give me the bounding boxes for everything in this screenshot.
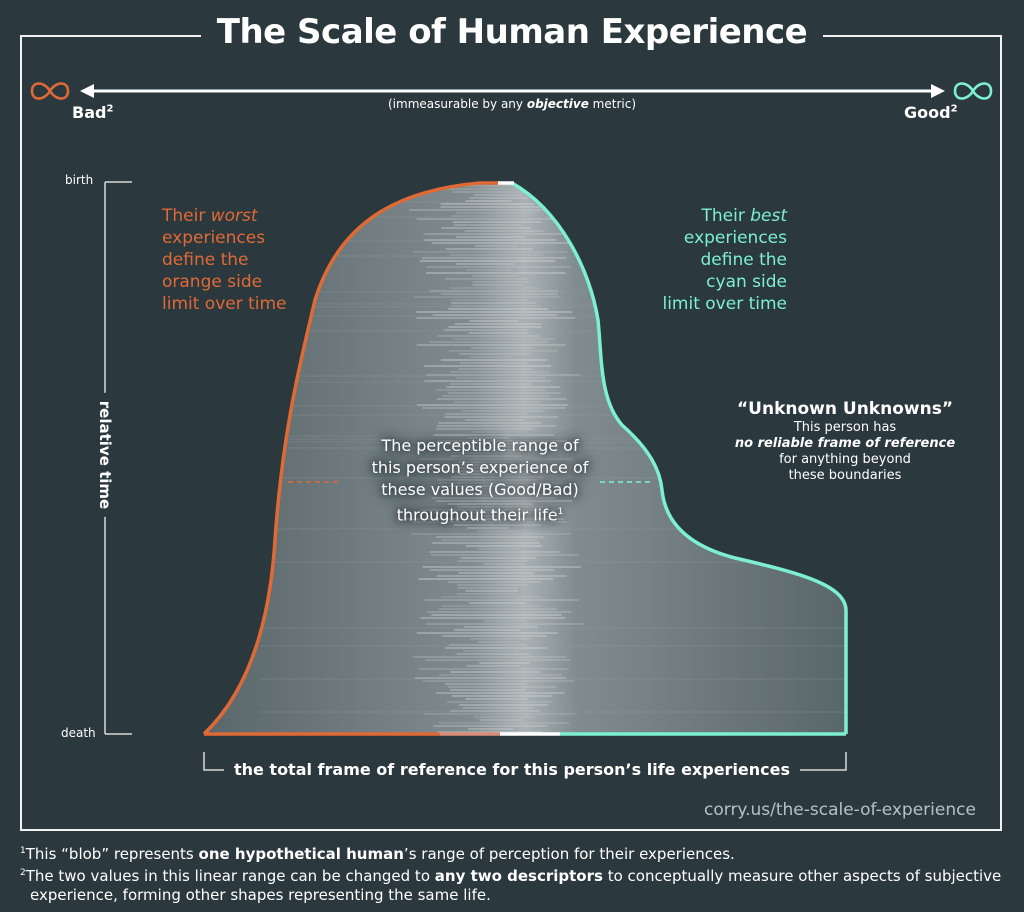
footnote-2: 2The two values in this linear range can… bbox=[20, 867, 1002, 904]
good-limit-boundary bbox=[511, 181, 848, 734]
scale-arrow-left-head bbox=[80, 84, 94, 98]
worst-experiences-note: Their worst experiences define the orang… bbox=[162, 206, 287, 314]
scale-subtitle: (immeasurable by any objective metric) bbox=[388, 97, 636, 111]
footnotes: 1This “blob” represents one hypothetical… bbox=[20, 842, 1010, 905]
bad-label: Bad2 bbox=[72, 103, 114, 122]
footnote-1: 1This “blob” represents one hypothetical… bbox=[20, 845, 735, 863]
bad-limit-boundary bbox=[202, 181, 500, 736]
unknown-unknowns-note: “Unknown Unknowns” This person has no re… bbox=[734, 399, 956, 483]
bad-infinity-icon bbox=[30, 82, 70, 100]
perceptible-range-note: The perceptible range of this person’s e… bbox=[371, 436, 589, 525]
death-label: death bbox=[61, 726, 96, 740]
relative-time-label: relative time bbox=[96, 392, 114, 518]
best-experiences-note: Their best experiences define the cyan s… bbox=[662, 206, 787, 314]
experience-blob bbox=[204, 183, 846, 734]
good-infinity-icon bbox=[953, 82, 993, 100]
good-label: Good2 bbox=[904, 103, 958, 122]
scale-arrow-right-head bbox=[931, 84, 945, 98]
page-title: The Scale of Human Experience bbox=[0, 12, 1024, 52]
frame-of-reference-caption: the total frame of reference for this pe… bbox=[0, 760, 1024, 779]
blob-texture bbox=[260, 185, 846, 733]
birth-label: birth bbox=[65, 173, 94, 187]
source-url[interactable]: corry.us/the-scale-of-experience bbox=[704, 800, 976, 820]
